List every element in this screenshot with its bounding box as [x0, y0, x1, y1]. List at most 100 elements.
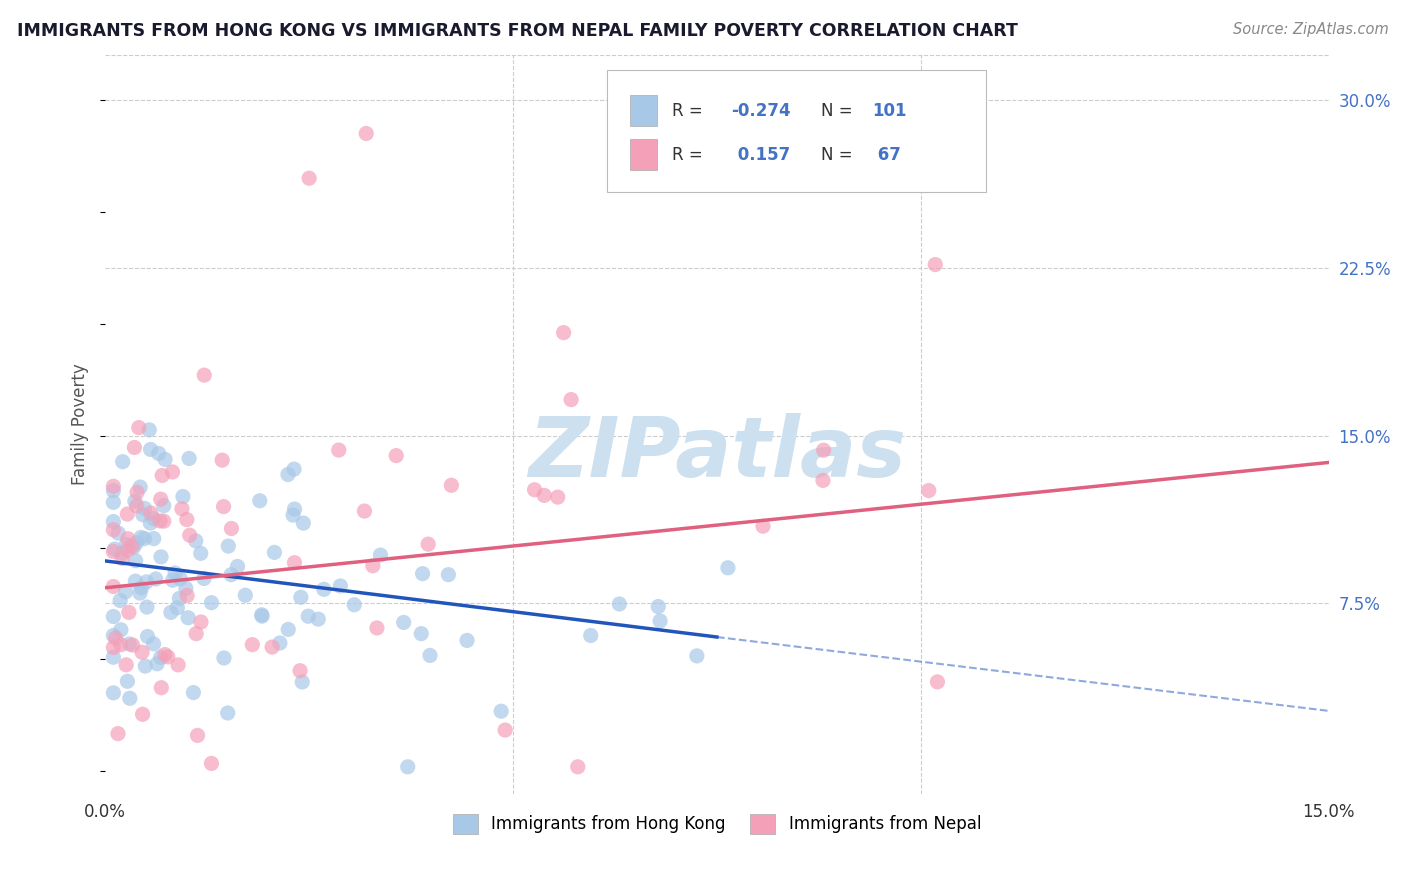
Point: [142, 637, 165, 651]
Point: [343, 598, 366, 612]
Point: [411, 626, 433, 640]
Point: [124, 441, 146, 455]
Point: [121, 638, 143, 652]
Point: [103, 479, 125, 493]
Point: [135, 574, 157, 589]
Point: [115, 657, 138, 672]
Point: [361, 558, 384, 573]
Point: [103, 640, 125, 655]
Point: [567, 760, 589, 774]
Point: [217, 706, 239, 720]
Point: [752, 519, 775, 533]
Legend: Immigrants from Hong Kong, Immigrants from Nepal: Immigrants from Hong Kong, Immigrants fr…: [446, 807, 988, 841]
Point: [129, 586, 152, 600]
Point: [176, 512, 198, 526]
Point: [291, 675, 314, 690]
Point: [117, 674, 139, 689]
Point: [121, 539, 143, 553]
Point: [176, 589, 198, 603]
Point: [160, 606, 183, 620]
Point: [162, 573, 184, 587]
Point: [437, 567, 460, 582]
Point: [142, 511, 165, 525]
Point: [111, 546, 134, 560]
Text: 67: 67: [872, 146, 901, 164]
Point: [118, 606, 141, 620]
Point: [103, 515, 125, 529]
Point: [115, 537, 138, 551]
Point: [370, 548, 392, 562]
Point: [366, 621, 388, 635]
Point: [152, 514, 174, 528]
Point: [108, 593, 131, 607]
Point: [297, 609, 319, 624]
Point: [918, 483, 941, 498]
Point: [177, 611, 200, 625]
Point: [288, 664, 311, 678]
Text: N =: N =: [821, 102, 858, 120]
Point: [226, 559, 249, 574]
Point: [290, 591, 312, 605]
Point: [169, 591, 191, 606]
Point: [149, 492, 172, 507]
Point: [186, 728, 208, 742]
Point: [103, 495, 125, 509]
Point: [494, 723, 516, 737]
Point: [179, 528, 201, 542]
Point: [132, 508, 155, 522]
Point: [553, 326, 575, 340]
Point: [307, 612, 329, 626]
Point: [607, 597, 630, 611]
Point: [111, 551, 134, 566]
Point: [396, 760, 419, 774]
Point: [328, 443, 350, 458]
Point: [277, 623, 299, 637]
Point: [283, 502, 305, 516]
Point: [118, 637, 141, 651]
Point: [249, 493, 271, 508]
Point: [156, 649, 179, 664]
Point: [124, 574, 146, 588]
FancyBboxPatch shape: [630, 95, 657, 126]
Text: -0.274: -0.274: [731, 102, 792, 120]
Point: [165, 566, 187, 580]
Point: [110, 623, 132, 637]
Point: [103, 483, 125, 498]
Point: [131, 581, 153, 595]
Point: [103, 580, 125, 594]
Point: [174, 581, 197, 595]
Point: [103, 544, 125, 558]
Point: [139, 516, 162, 530]
Point: [219, 567, 242, 582]
Point: [134, 659, 156, 673]
Point: [283, 462, 305, 476]
Point: [146, 657, 169, 671]
Point: [129, 480, 152, 494]
Point: [167, 657, 190, 672]
Point: [385, 449, 408, 463]
Point: [153, 452, 176, 467]
Point: [107, 526, 129, 541]
Point: [125, 485, 148, 500]
Point: [148, 446, 170, 460]
Point: [233, 588, 256, 602]
Point: [924, 258, 946, 272]
Text: IMMIGRANTS FROM HONG KONG VS IMMIGRANTS FROM NEPAL FAMILY POVERTY CORRELATION CH: IMMIGRANTS FROM HONG KONG VS IMMIGRANTS …: [17, 22, 1018, 40]
Point: [263, 545, 285, 559]
Point: [183, 685, 205, 699]
Point: [647, 599, 669, 614]
Point: [813, 443, 835, 458]
Point: [111, 455, 134, 469]
Point: [250, 609, 273, 624]
Point: [170, 501, 193, 516]
Point: [200, 756, 222, 771]
Point: [125, 499, 148, 513]
Point: [125, 535, 148, 549]
Point: [145, 572, 167, 586]
Point: [149, 650, 172, 665]
Point: [523, 483, 546, 497]
Point: [150, 468, 173, 483]
Point: [153, 648, 176, 662]
Point: [128, 420, 150, 434]
Point: [114, 584, 136, 599]
